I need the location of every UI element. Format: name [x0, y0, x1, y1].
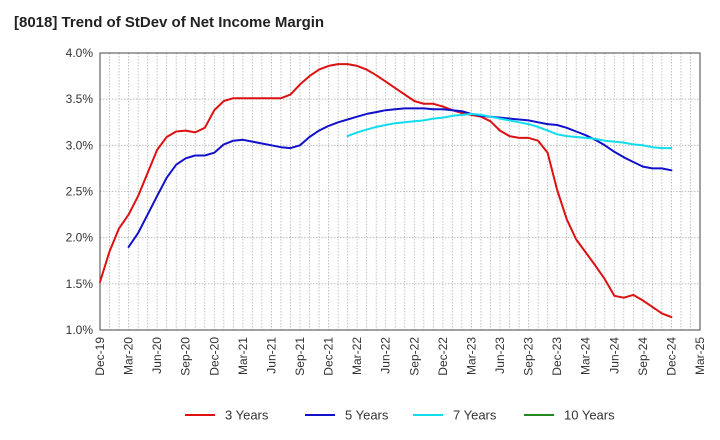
- x-tick-label: Dec-20: [207, 337, 221, 376]
- series-line-5-years: [127, 107, 673, 248]
- y-tick-label: 2.5%: [66, 185, 94, 199]
- x-tick-label: Mar-21: [236, 337, 250, 375]
- x-tick-label: Mar-23: [464, 337, 478, 375]
- x-tick-label: Jun-21: [264, 337, 278, 374]
- x-axis-ticks: Dec-19 Mar-20 Jun-20 Sep-20 Dec-20 Mar-21 Jun-…: [93, 337, 707, 376]
- x-tick-label: Sep-21: [293, 337, 307, 376]
- y-tick-label: 3.0%: [66, 138, 94, 152]
- y-tick-label: 1.5%: [66, 277, 94, 291]
- x-tick-label: Dec-24: [664, 337, 678, 376]
- x-tick-label: Jun-22: [379, 337, 393, 374]
- x-tick-label: Mar-24: [579, 337, 593, 375]
- x-tick-label: Dec-23: [550, 337, 564, 376]
- series-lines: [99, 63, 673, 319]
- x-tick-label: Jun-20: [150, 337, 164, 374]
- x-tick-label: Mar-20: [122, 337, 136, 375]
- x-tick-label: Mar-22: [350, 337, 364, 375]
- chart-title: [8018] Trend of StDev of Net Income Marg…: [14, 14, 325, 31]
- legend-label: 3 Years: [225, 408, 269, 423]
- y-tick-label: 3.5%: [66, 92, 94, 106]
- legend: 3 Years 5 Years 7 Years 10 Years: [185, 408, 615, 423]
- x-tick-label: Sep-24: [636, 337, 650, 376]
- x-tick-label: Dec-21: [322, 337, 336, 376]
- series-line-3-years: [99, 63, 673, 319]
- x-tick-label: Dec-19: [93, 337, 107, 376]
- x-tick-label: Jun-24: [607, 337, 621, 374]
- x-tick-label: Sep-22: [407, 337, 421, 376]
- legend-label: 7 Years: [453, 408, 497, 423]
- y-tick-label: 1.0%: [66, 323, 94, 337]
- series-line-7-years: [346, 112, 673, 150]
- y-axis-ticks: 4.0% 3.5% 3.0% 2.5% 2.0% 1.5% 1.0%: [66, 46, 94, 337]
- y-tick-label: 4.0%: [66, 46, 94, 60]
- x-tick-label: Mar-25: [693, 337, 707, 375]
- plot-frame: [99, 52, 701, 331]
- legend-label: 10 Years: [564, 408, 615, 423]
- x-tick-label: Sep-20: [179, 337, 193, 376]
- x-tick-label: Jun-23: [493, 337, 507, 374]
- y-tick-label: 2.0%: [66, 231, 94, 245]
- x-tick-label: Sep-23: [522, 337, 536, 376]
- x-tick-label: Dec-22: [436, 337, 450, 376]
- legend-label: 5 Years: [345, 408, 389, 423]
- plot-area-border: [99, 52, 701, 331]
